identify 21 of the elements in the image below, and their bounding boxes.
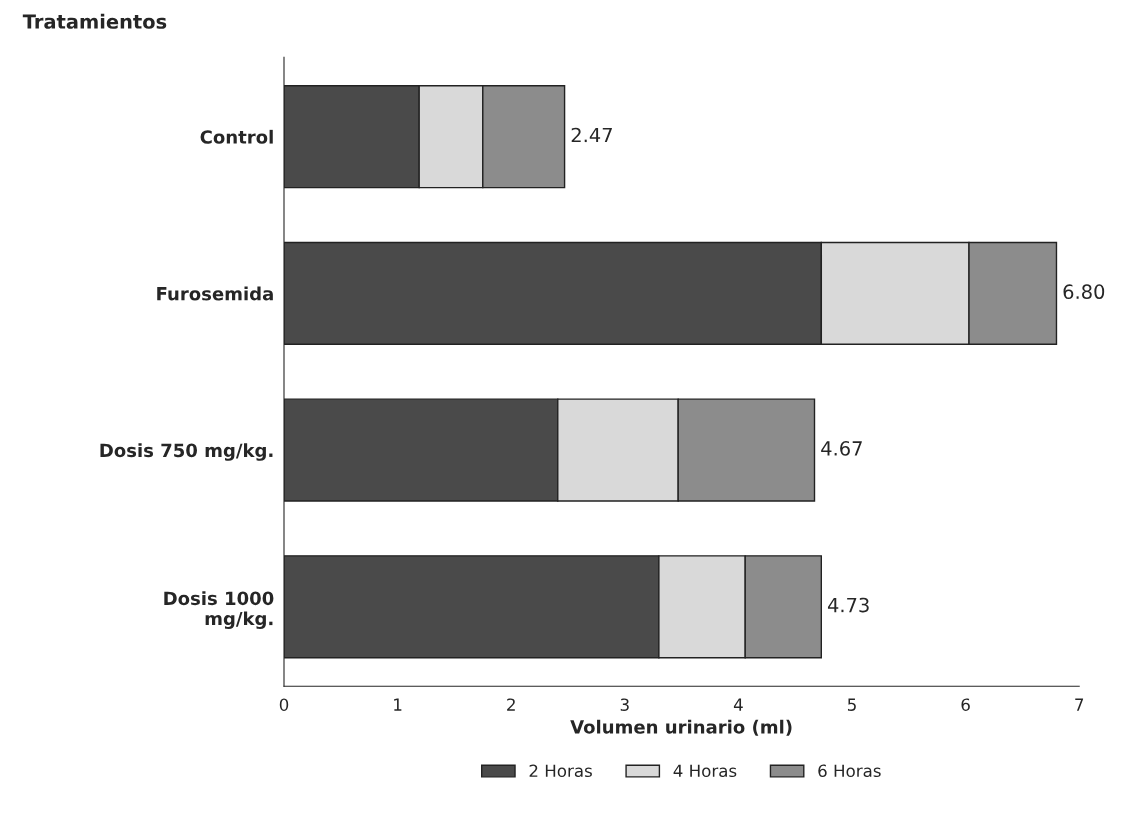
- x-tick-label: 4: [733, 698, 743, 711]
- total-label: 4.67: [821, 441, 862, 456]
- x-tick-label: 6: [961, 698, 970, 711]
- y-axis-title: Tratamientos: [22, 13, 167, 29]
- y-tick-label: Dosis 750 mg/kg.: [100, 443, 273, 461]
- x-axis-title: Volumen urinario (ml): [570, 719, 792, 736]
- legend-label: 6 Horas: [818, 764, 881, 778]
- x-tick-label: 7: [1075, 698, 1084, 711]
- y-tick-label: Dosis 1000 mg/kg.: [164, 591, 274, 629]
- x-tick-label: 5: [847, 698, 856, 711]
- legend-label: 4 Horas: [673, 764, 737, 778]
- x-tick-label: 0: [279, 698, 289, 711]
- x-tick-label: 1: [394, 698, 402, 711]
- y-tick-label: Furosemida: [157, 286, 273, 301]
- total-label: 4.73: [827, 597, 869, 613]
- x-tick-label: 2: [507, 698, 515, 711]
- total-label: 2.47: [571, 127, 612, 143]
- legend-label: 2 Horas: [529, 764, 592, 778]
- total-label: 6.80: [1063, 284, 1105, 300]
- y-tick-label: Control: [200, 129, 273, 144]
- x-tick-label: 3: [620, 698, 629, 711]
